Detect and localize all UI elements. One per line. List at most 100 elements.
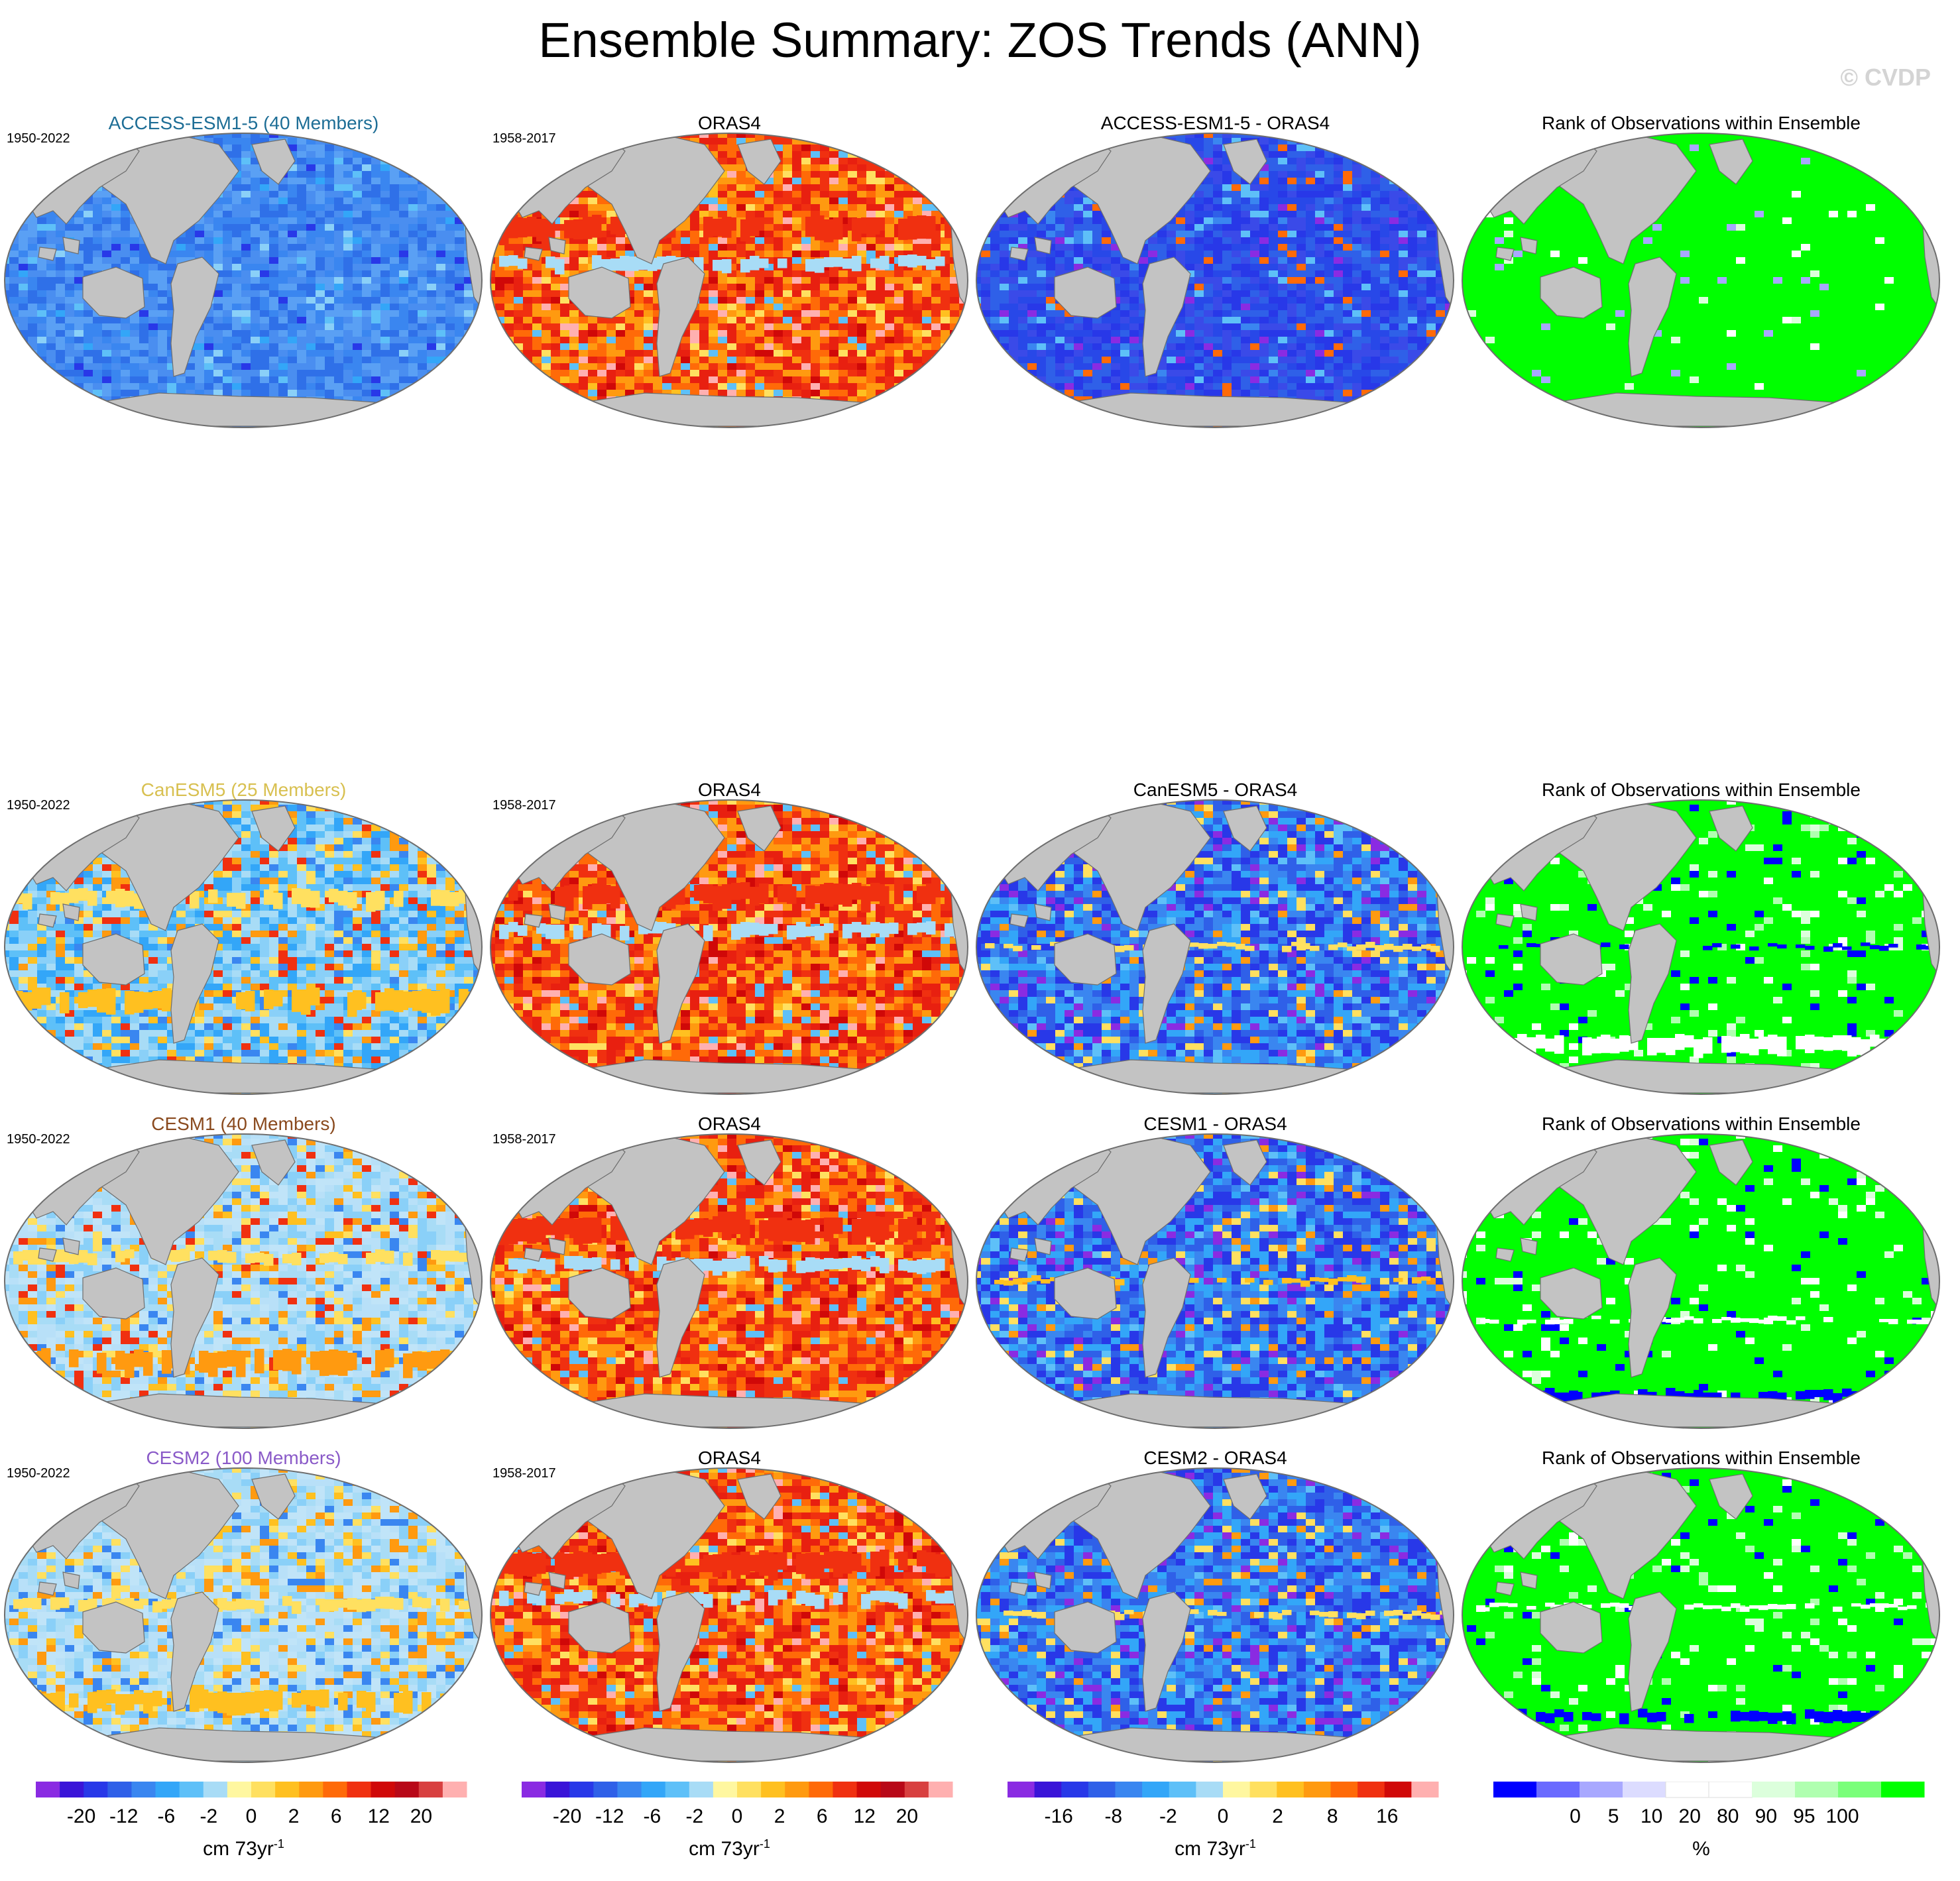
panel-rank-canesm5: Rank of Observations within Ensemble xyxy=(1458,779,1945,1084)
colorbar-tick-label: 2 xyxy=(774,1805,785,1827)
panel-model-access: ACCESS-ESM1-5 (40 Members)1950-2022 xyxy=(0,113,487,418)
colorbar-swatch xyxy=(689,1782,714,1797)
colorbar-tick-label: -6 xyxy=(157,1805,175,1827)
colorbar-tick-label: 2 xyxy=(288,1805,300,1827)
colorbar-swatch xyxy=(665,1782,690,1797)
world-map xyxy=(486,125,973,436)
world-map xyxy=(1458,125,1945,436)
world-map xyxy=(972,1125,1459,1437)
panel-model-canesm5: CanESM5 (25 Members)1950-2022 xyxy=(0,779,487,1084)
world-map xyxy=(486,1459,973,1771)
colorbar-tick-label: -6 xyxy=(643,1805,661,1827)
panel-model-cesm2: CESM2 (100 Members)1950-2022 xyxy=(0,1448,487,1752)
colorbar-tick-label: 10 xyxy=(1641,1805,1662,1827)
panel-rank-access: Rank of Observations within Ensemble xyxy=(1458,113,1945,418)
colorbar-tick-label: -8 xyxy=(1104,1805,1122,1827)
colorbar-tick-label: -20 xyxy=(67,1805,95,1827)
colorbar-swatch xyxy=(36,1782,60,1797)
colorbar-swatch xyxy=(1277,1782,1304,1797)
period-label: 1958-2017 xyxy=(492,131,556,146)
colorbar-swatch xyxy=(227,1782,252,1797)
colorbar-swatch xyxy=(1196,1782,1223,1797)
world-map xyxy=(0,1459,487,1771)
colorbar-swatch xyxy=(1116,1782,1143,1797)
world-map xyxy=(972,1459,1459,1771)
colorbar-tick-label: 0 xyxy=(1218,1805,1229,1827)
colorbar-tick-label: 80 xyxy=(1717,1805,1739,1827)
colorbar-swatch xyxy=(1331,1782,1358,1797)
unit-exponent: -1 xyxy=(760,1837,770,1851)
colorbar-tick-label: 16 xyxy=(1376,1805,1398,1827)
period-label: 1958-2017 xyxy=(492,1466,556,1481)
colorbar-tick-label: -20 xyxy=(553,1805,581,1827)
unit-text: cm 73yr xyxy=(203,1838,274,1860)
colorbar-swatch xyxy=(761,1782,785,1797)
colorbar-swatch xyxy=(1250,1782,1277,1797)
colorbar-swatch xyxy=(1385,1782,1412,1797)
colorbar-tick-label: 6 xyxy=(331,1805,342,1827)
colorbar-tick-label: 0 xyxy=(732,1805,743,1827)
colorbar-swatch xyxy=(1493,1782,1537,1797)
panel-diff-cesm1: CESM1 - ORAS4 xyxy=(972,1113,1459,1418)
period-label: 1950-2022 xyxy=(7,131,70,146)
colorbar-swatch xyxy=(347,1782,371,1797)
colorbar-swatch xyxy=(785,1782,809,1797)
colorbar-swatch xyxy=(156,1782,180,1797)
colorbar-swatch xyxy=(443,1782,467,1797)
colorbar-unit: cm 73yr-1 xyxy=(972,1837,1459,1860)
colorbar-swatch xyxy=(1666,1782,1709,1797)
colorbar-swatch xyxy=(275,1782,300,1797)
colorbar-unit: cm 73yr-1 xyxy=(0,1837,487,1860)
colorbar-swatch xyxy=(1838,1782,1882,1797)
world-map xyxy=(972,125,1459,436)
colorbar-tick-label: -2 xyxy=(200,1805,218,1827)
colorbar-tick-label: 6 xyxy=(817,1805,828,1827)
unit-exponent: -1 xyxy=(1245,1837,1256,1851)
colorbar-swatch xyxy=(713,1782,738,1797)
colorbar-swatch xyxy=(833,1782,857,1797)
world-map xyxy=(972,791,1459,1103)
colorbar-swatch xyxy=(60,1782,84,1797)
colorbar-tick-label: 0 xyxy=(1570,1805,1581,1827)
colorbar-swatch xyxy=(1304,1782,1331,1797)
colorbar-swatch xyxy=(1061,1782,1088,1797)
panel-diff-canesm5: CanESM5 - ORAS4 xyxy=(972,779,1459,1084)
colorbar-tick-label: -16 xyxy=(1045,1805,1073,1827)
page-title: Ensemble Summary: ZOS Trends (ANN) xyxy=(0,12,1960,68)
world-map xyxy=(486,1125,973,1437)
colorbar-swatch xyxy=(1881,1782,1925,1797)
unit-exponent: -1 xyxy=(274,1837,284,1851)
colorbar-swatch xyxy=(569,1782,594,1797)
colorbar-tick-label: 100 xyxy=(1825,1805,1859,1827)
world-map xyxy=(1458,1125,1945,1437)
colorbar-swatch xyxy=(84,1782,108,1797)
period-label: 1958-2017 xyxy=(492,1132,556,1147)
unit-text: cm 73yr xyxy=(689,1838,760,1860)
colorbar-swatch xyxy=(1008,1782,1035,1797)
period-label: 1950-2022 xyxy=(7,1132,70,1147)
colorbar-swatch xyxy=(737,1782,762,1797)
colorbar-swatch xyxy=(522,1782,546,1797)
colorbar-swatch xyxy=(1357,1782,1385,1797)
colorbar-tick-label: 2 xyxy=(1272,1805,1283,1827)
panel-rank-cesm1: Rank of Observations within Ensemble xyxy=(1458,1113,1945,1418)
colorbar-tick-label: 0 xyxy=(246,1805,257,1827)
colorbar-swatch xyxy=(1536,1782,1580,1797)
colorbar-swatch xyxy=(1223,1782,1250,1797)
period-label: 1950-2022 xyxy=(7,798,70,813)
colorbar-swatch xyxy=(1580,1782,1623,1797)
colorbar-tick-label: 95 xyxy=(1793,1805,1815,1827)
colorbar-swatch xyxy=(299,1782,323,1797)
colorbar-unit: % xyxy=(1458,1837,1945,1860)
colorbar-swatch xyxy=(546,1782,570,1797)
colorbar-swatch xyxy=(1795,1782,1839,1797)
colorbar-swatch xyxy=(905,1782,929,1797)
